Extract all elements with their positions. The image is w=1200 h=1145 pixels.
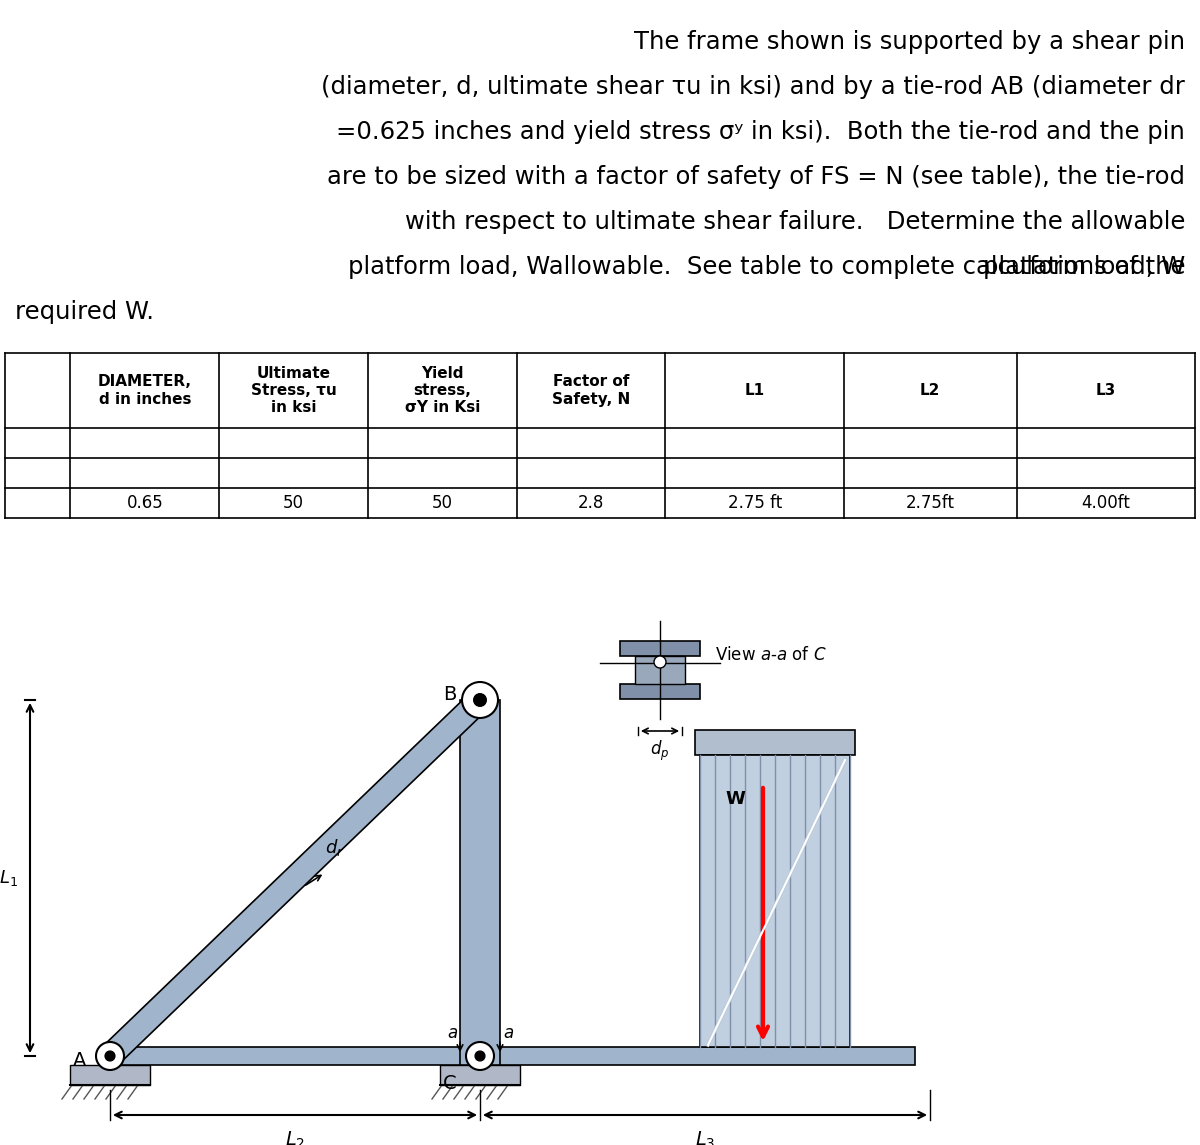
Text: The frame shown is supported by a shear pin: The frame shown is supported by a shear … — [634, 30, 1186, 54]
Bar — [70, 1065, 150, 1085]
Text: a: a — [503, 1024, 514, 1042]
Text: View $a$-$a$ of $C$: View $a$-$a$ of $C$ — [715, 646, 827, 664]
Text: 4.00ft: 4.00ft — [1081, 493, 1130, 512]
Text: L3: L3 — [1096, 382, 1116, 398]
Text: L1: L1 — [745, 382, 764, 398]
Text: with respect to ultimate shear failure.   Determine the allowable: with respect to ultimate shear failure. … — [404, 210, 1186, 234]
Text: a: a — [446, 1024, 457, 1042]
Text: required W.: required W. — [14, 300, 154, 324]
Text: DIAMETER,
d in inches: DIAMETER, d in inches — [98, 374, 192, 406]
Text: are to be sized with a factor of safety of FS = N (see table), the tie-rod: are to be sized with a factor of safety … — [326, 165, 1186, 189]
Bar — [440, 1065, 520, 1085]
Text: 50: 50 — [432, 493, 452, 512]
Text: $L_1$: $L_1$ — [0, 868, 18, 889]
Text: $d_r$: $d_r$ — [325, 837, 344, 858]
Text: 2.75 ft: 2.75 ft — [727, 493, 782, 512]
Bar — [620, 641, 700, 656]
Text: W: W — [725, 790, 745, 808]
Text: 2.8: 2.8 — [578, 493, 605, 512]
Polygon shape — [102, 692, 488, 1065]
Bar — [620, 684, 700, 698]
Circle shape — [96, 1042, 124, 1069]
Text: (diameter, d, ultimate shear τu in ksi) and by a tie-rod AB (diameter dr: (diameter, d, ultimate shear τu in ksi) … — [322, 76, 1186, 98]
Text: platform load, W: platform load, W — [983, 255, 1186, 279]
Text: 2.75ft: 2.75ft — [906, 493, 955, 512]
Circle shape — [475, 1051, 485, 1061]
Text: $d_p$: $d_p$ — [650, 739, 670, 764]
Text: =0.625 inches and yield stress σʸ in ksi).  Both the tie-rod and the pin: =0.625 inches and yield stress σʸ in ksi… — [336, 120, 1186, 144]
Text: Yield
stress,
σY in Ksi: Yield stress, σY in Ksi — [404, 365, 480, 416]
Circle shape — [106, 1051, 115, 1061]
Text: C: C — [443, 1074, 457, 1093]
Text: L2: L2 — [920, 382, 941, 398]
Text: platform load, Wallowable.  See table to complete calculations of the: platform load, Wallowable. See table to … — [348, 255, 1186, 279]
Text: A: A — [73, 1051, 86, 1071]
Circle shape — [654, 656, 666, 668]
Bar — [635, 656, 685, 684]
Bar — [106, 1047, 916, 1065]
Text: $L_3$: $L_3$ — [695, 1130, 715, 1145]
Bar — [700, 755, 850, 1047]
Text: $L_2$: $L_2$ — [284, 1130, 305, 1145]
Text: Factor of
Safety, N: Factor of Safety, N — [552, 374, 630, 406]
Text: Ultimate
Stress, τu
in ksi: Ultimate Stress, τu in ksi — [251, 365, 336, 416]
Circle shape — [474, 694, 486, 706]
Bar — [695, 731, 854, 755]
Text: 0.65: 0.65 — [126, 493, 163, 512]
Text: 50: 50 — [283, 493, 304, 512]
Circle shape — [462, 682, 498, 718]
Bar — [460, 700, 500, 1065]
Circle shape — [466, 1042, 494, 1069]
Text: B: B — [443, 686, 457, 704]
